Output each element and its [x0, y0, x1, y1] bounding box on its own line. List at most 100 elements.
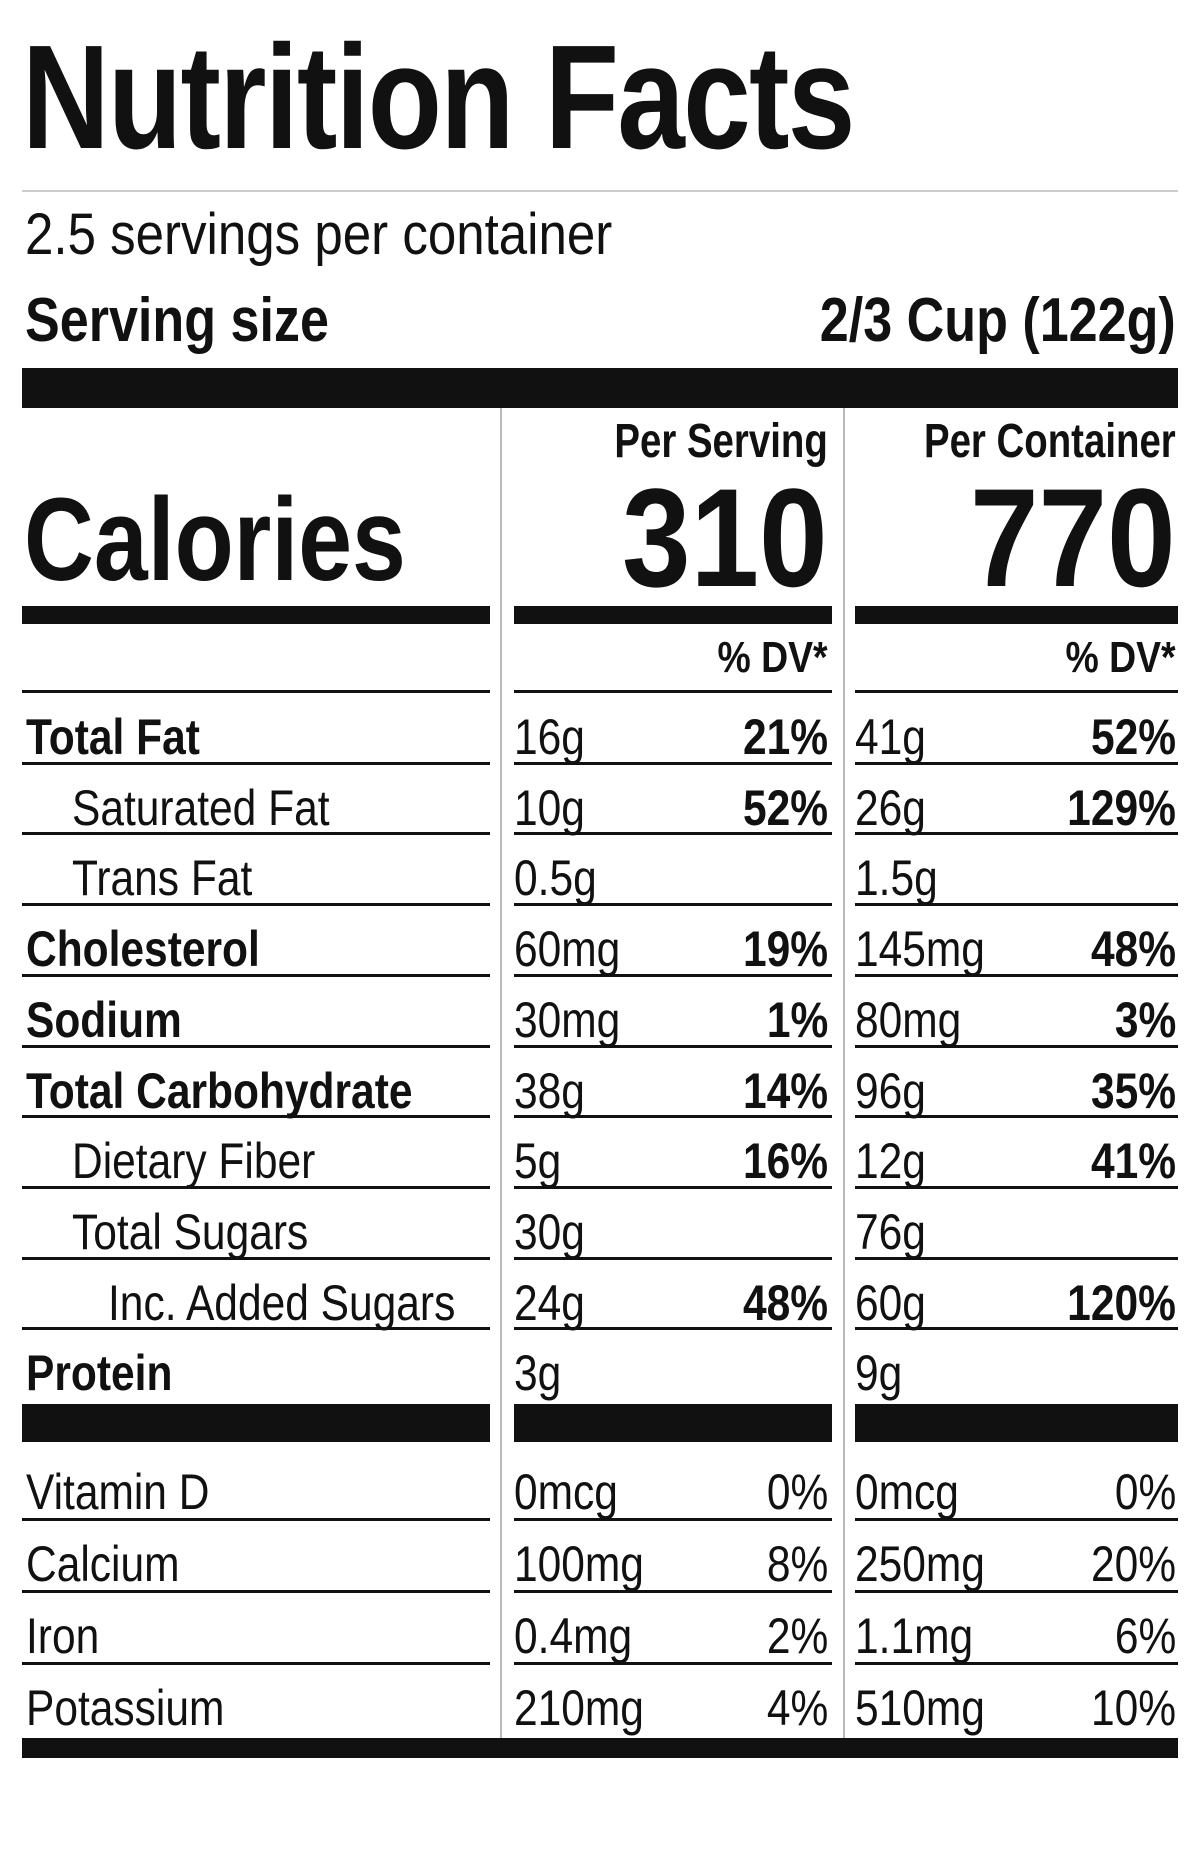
serving-dv: 4%: [766, 1680, 828, 1736]
row-divider-serving: [514, 1045, 832, 1048]
thick-rule-vitamins-container: [855, 1404, 1178, 1442]
vitamin-divider-container: [855, 1662, 1178, 1665]
calories-rule-container: [855, 606, 1178, 624]
vitamin-divider-serving: [514, 1518, 832, 1521]
container-amount: 96g: [855, 1062, 926, 1119]
dv-header-rule-label: [22, 690, 490, 693]
serving-amount: 24g: [514, 1274, 585, 1331]
row-divider-label: [22, 1327, 490, 1330]
container-dv: 52%: [1090, 709, 1176, 765]
dv-header-container: % DV*: [1065, 633, 1176, 682]
thick-rule-top: [22, 368, 1178, 408]
serving-amount: 0.5g: [514, 850, 597, 907]
vitamin-divider-label: [22, 1518, 490, 1521]
row-divider-container: [855, 903, 1178, 906]
dv-header-rule-serving: [514, 690, 832, 693]
serving-size-value: 2/3 Cup (122g): [820, 286, 1176, 355]
serving-amount: 30mg: [514, 991, 621, 1048]
serving-dv: 8%: [766, 1536, 828, 1592]
row-divider-serving: [514, 832, 832, 835]
serving-amount: 0mcg: [514, 1464, 618, 1520]
nutrient-label: Iron: [26, 1608, 100, 1664]
title-divider: [22, 190, 1178, 192]
row-divider-container: [855, 832, 1178, 835]
vitamin-divider-label: [22, 1590, 490, 1593]
vitamin-divider-serving: [514, 1590, 832, 1593]
serving-amount: 210mg: [514, 1680, 644, 1736]
container-amount: 250mg: [855, 1536, 985, 1592]
container-amount: 1.5g: [855, 850, 938, 907]
row-divider-label: [22, 832, 490, 835]
nutrient-label: Vitamin D: [26, 1464, 210, 1520]
row-divider-serving: [514, 1186, 832, 1189]
row-divider-container: [855, 974, 1178, 977]
row-divider-label: [22, 1045, 490, 1048]
row-divider-container: [855, 1186, 1178, 1189]
serving-amount: 38g: [514, 1062, 585, 1119]
container-dv: 129%: [1067, 779, 1176, 836]
calories-label: Calories: [24, 474, 406, 606]
container-dv: 10%: [1090, 1680, 1176, 1736]
dv-header-serving: % DV*: [717, 633, 828, 682]
serving-amount: 0.4mg: [514, 1608, 633, 1664]
container-dv: 0%: [1114, 1464, 1176, 1520]
nutrient-label: Protein: [26, 1345, 173, 1402]
nutrient-label: Total Carbohydrate: [26, 1062, 413, 1119]
dv-header-rule-container: [855, 690, 1178, 693]
column-divider-serving: [500, 408, 502, 1738]
container-dv: 48%: [1090, 921, 1176, 978]
calories-per-serving: 310: [622, 459, 828, 616]
serving-dv: 1%: [766, 991, 828, 1048]
per-serving-header: Per Serving: [614, 415, 828, 468]
calories-rule-label: [22, 606, 490, 624]
servings-per-container: 2.5 servings per container: [25, 202, 613, 267]
container-dv: 35%: [1090, 1062, 1176, 1119]
serving-size-label: Serving size: [25, 286, 329, 355]
row-divider-label: [22, 1115, 490, 1118]
serving-amount: 10g: [514, 779, 585, 836]
row-divider-serving: [514, 1257, 832, 1260]
label-title: Nutrition Facts: [22, 15, 855, 180]
vitamin-divider-container: [855, 1518, 1178, 1521]
serving-dv: 0%: [766, 1464, 828, 1520]
calories-per-container: 770: [970, 459, 1176, 616]
container-amount: 80mg: [855, 991, 962, 1048]
nutrient-label: Dietary Fiber: [72, 1133, 316, 1190]
container-amount: 9g: [855, 1345, 903, 1402]
container-amount: 510mg: [855, 1680, 985, 1736]
row-divider-container: [855, 762, 1178, 765]
row-divider-label: [22, 903, 490, 906]
vitamin-divider-label: [22, 1662, 490, 1665]
row-divider-serving: [514, 974, 832, 977]
container-amount: 0mcg: [855, 1464, 959, 1520]
row-divider-serving: [514, 1327, 832, 1330]
row-divider-serving: [514, 1115, 832, 1118]
row-divider-container: [855, 1257, 1178, 1260]
row-divider-container: [855, 1045, 1178, 1048]
vitamin-divider-container: [855, 1590, 1178, 1593]
container-amount: 1.1mg: [855, 1608, 974, 1664]
serving-amount: 5g: [514, 1133, 562, 1190]
nutrient-label: Total Sugars: [72, 1203, 309, 1260]
serving-dv: 14%: [742, 1062, 828, 1119]
container-amount: 26g: [855, 779, 926, 836]
nutrient-label: Calcium: [26, 1536, 180, 1592]
serving-dv: 2%: [766, 1608, 828, 1664]
thick-rule-vitamins-serving: [514, 1404, 832, 1442]
container-amount: 145mg: [855, 921, 985, 978]
nutrient-label: Saturated Fat: [72, 779, 330, 836]
serving-amount: 60mg: [514, 921, 621, 978]
container-dv: 41%: [1090, 1133, 1176, 1190]
nutrient-label: Cholesterol: [26, 921, 260, 978]
nutrient-label: Inc. Added Sugars: [108, 1274, 456, 1331]
row-divider-label: [22, 974, 490, 977]
serving-dv: 16%: [742, 1133, 828, 1190]
row-divider-serving: [514, 762, 832, 765]
row-divider-serving: [514, 903, 832, 906]
serving-dv: 19%: [742, 921, 828, 978]
serving-amount: 30g: [514, 1203, 585, 1260]
thick-rule-bottom: [22, 1738, 1178, 1758]
row-divider-label: [22, 1257, 490, 1260]
nutrient-label: Sodium: [26, 991, 182, 1048]
container-amount: 41g: [855, 709, 926, 765]
